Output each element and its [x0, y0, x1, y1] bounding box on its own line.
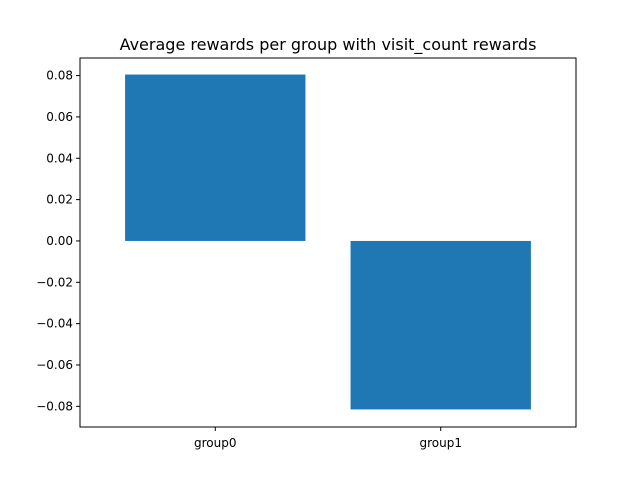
y-tick-label: −0.02	[36, 275, 73, 289]
y-tick-label: −0.04	[36, 317, 73, 331]
plot-frame	[79, 57, 577, 428]
y-tick-label: 0.06	[46, 110, 73, 124]
x-tick-label: group1	[419, 436, 462, 450]
bar-group0	[125, 74, 306, 241]
x-tick-label: group0	[194, 436, 237, 450]
y-tick-label: 0.08	[46, 69, 73, 83]
x-axis: group0 group1	[194, 427, 462, 450]
bar-group1	[350, 240, 531, 410]
y-tick-label: 0.00	[46, 234, 73, 248]
y-axis: 0.08 0.06 0.04 0.02 0.00 −0.02 −0.04 −0.06 −0.08	[36, 69, 80, 413]
y-tick-label: 0.02	[46, 193, 73, 207]
chart-title: Average rewards per group with visit_cou…	[120, 35, 537, 55]
y-tick-label: 0.04	[46, 151, 73, 165]
y-tick-label: −0.08	[36, 399, 73, 413]
bars-group	[125, 74, 531, 410]
y-tick-label: −0.06	[36, 358, 73, 372]
